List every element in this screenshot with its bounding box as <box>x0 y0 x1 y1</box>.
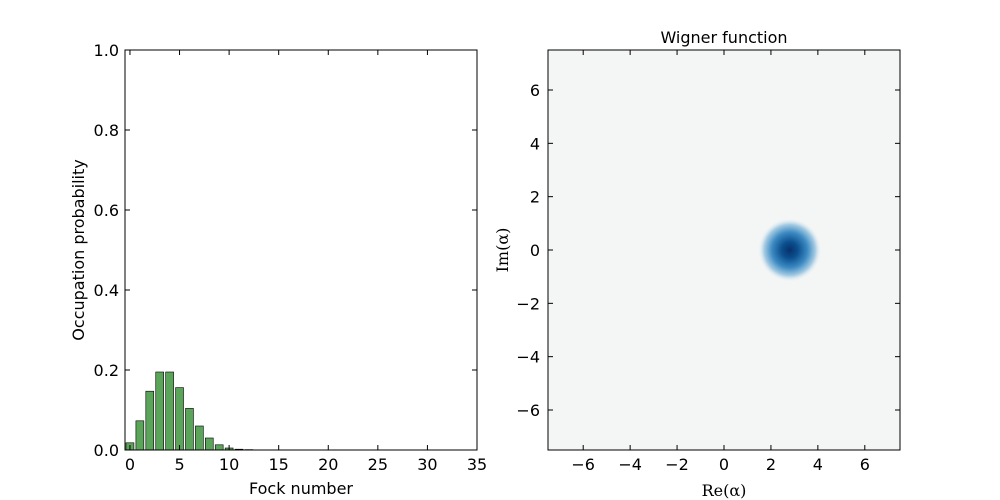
x-tick-label: −4 <box>618 455 642 474</box>
y-tick-label: 6 <box>530 81 540 100</box>
x-tick-label: 25 <box>368 455 388 474</box>
bar-x-ticks: 0 5 10 15 20 25 30 35 <box>125 50 487 474</box>
y-tick-label: −2 <box>516 294 540 313</box>
bar <box>214 444 224 451</box>
x-tick-label: −6 <box>571 455 595 474</box>
wigner-title: Wigner function <box>660 28 787 47</box>
bar-plot-frame <box>124 49 478 451</box>
x-tick-label: 15 <box>269 455 289 474</box>
y-tick-label: 1.0 <box>94 41 119 60</box>
bar <box>145 390 155 451</box>
x-tick-label: 0 <box>125 455 135 474</box>
y-tick-label: 2 <box>530 188 540 207</box>
y-tick-label: −6 <box>516 401 540 420</box>
wigner-y-ticks: −6 −4 −2 0 2 4 6 <box>516 81 900 420</box>
bar <box>195 425 204 451</box>
y-tick-label: 0.2 <box>94 361 119 380</box>
bar <box>155 371 164 451</box>
bar <box>205 437 214 451</box>
bar <box>175 387 184 451</box>
bar-plot-area <box>125 50 477 450</box>
y-tick-label: 0 <box>530 241 540 260</box>
wigner-x-axis-label: Re(α) <box>702 481 747 500</box>
bar-y-ticks: 0.0 0.2 0.4 0.6 0.8 1.0 <box>94 41 477 460</box>
bar-x-axis-label: Fock number <box>249 479 353 498</box>
x-tick-label: 6 <box>860 455 870 474</box>
wigner-x-ticks: −6 −4 −2 0 2 4 6 <box>571 50 870 474</box>
x-tick-label: 2 <box>766 455 776 474</box>
wigner-y-axis-label: Im(α) <box>493 228 512 273</box>
x-tick-label: 30 <box>417 455 437 474</box>
y-tick-label: −4 <box>516 348 540 367</box>
wigner-peak <box>757 218 822 282</box>
bar-y-axis-label: Occupation probability <box>69 159 88 340</box>
x-tick-label: 20 <box>318 455 338 474</box>
y-tick-label: 0.8 <box>94 121 119 140</box>
x-tick-label: 5 <box>174 455 184 474</box>
x-tick-label: −2 <box>665 455 689 474</box>
wigner-panel: Wigner function −6 −4 −2 0 2 4 6 −6 −4 −2 0 2 4 6 Re… <box>493 28 901 500</box>
bar <box>135 420 145 451</box>
x-tick-label: 0 <box>719 455 729 474</box>
y-tick-label: 0.6 <box>94 201 119 220</box>
bar <box>165 371 174 451</box>
y-tick-label: 0.0 <box>94 441 119 460</box>
x-tick-label: 10 <box>219 455 239 474</box>
x-tick-label: 4 <box>813 455 823 474</box>
y-tick-label: 0.4 <box>94 281 119 300</box>
bar-chart-panel: 0 5 10 15 20 25 30 35 0.0 0.2 0.4 0.6 0.8 1.0 Fock n… <box>69 41 487 498</box>
y-tick-label: 4 <box>530 134 540 153</box>
wigner-plot-area <box>548 50 900 450</box>
bar <box>185 408 194 451</box>
x-tick-label: 35 <box>467 455 487 474</box>
